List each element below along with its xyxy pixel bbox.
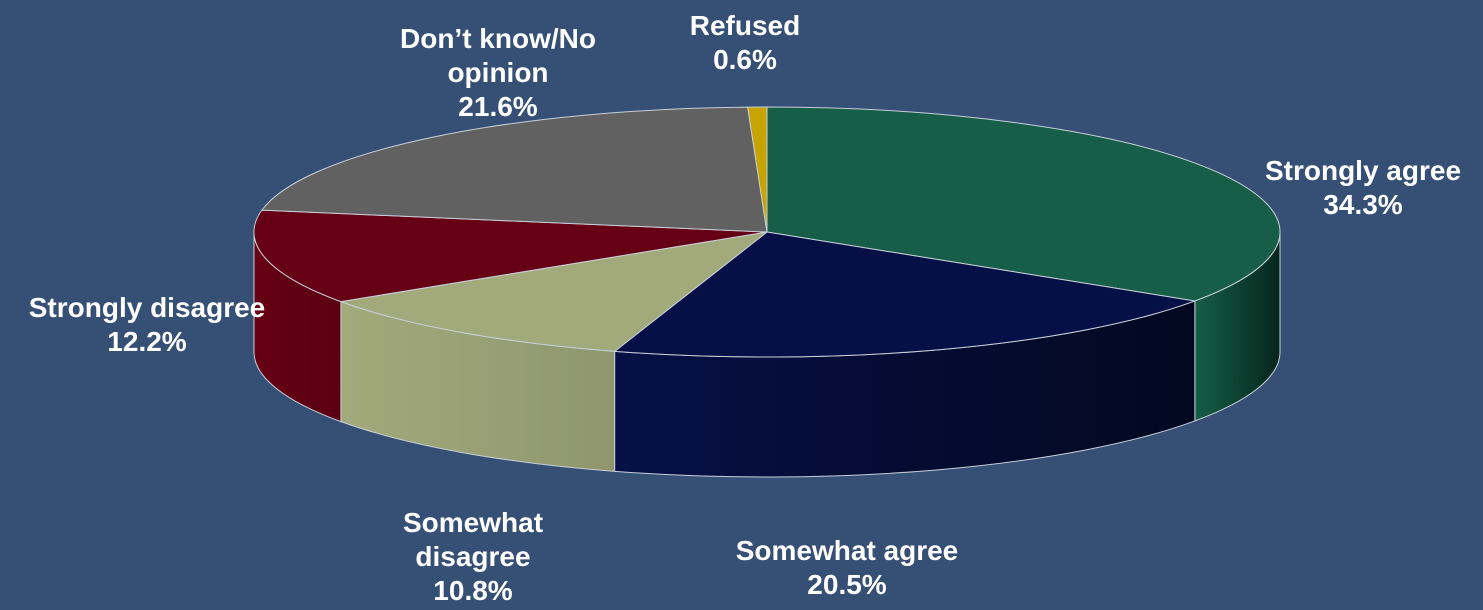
pie-slice-somewhat-disagree	[340, 231, 768, 352]
data-label-strongly-disagree: Strongly disagree 12.2%	[29, 292, 266, 357]
data-label-line: 21.6%	[458, 91, 537, 122]
data-label-line: 20.5%	[807, 569, 886, 600]
data-label-refused: Refused 0.6%	[690, 10, 800, 75]
data-label-line: Somewhat	[403, 507, 543, 538]
pie-slice-strongly-disagree	[253, 209, 768, 303]
data-label-line: Strongly disagree	[29, 292, 266, 323]
data-label-line: disagree	[415, 541, 530, 572]
data-label-line: 34.3%	[1323, 189, 1402, 220]
pie-slice-somewhat-agree	[614, 231, 1196, 358]
data-label-line: Don’t know/No	[400, 23, 596, 54]
data-label-line: Refused	[690, 10, 800, 41]
data-label-don-t-know-no-opinion: Don’t know/No opinion 21.6%	[400, 23, 596, 122]
data-label-line: 12.2%	[107, 326, 186, 357]
data-label-somewhat-agree: Somewhat agree 20.5%	[736, 535, 959, 600]
pie-slice-don-t-know-no-opinion	[261, 106, 768, 233]
data-label-line: Strongly agree	[1265, 155, 1461, 186]
pie-slice-refused	[747, 106, 768, 233]
data-label-somewhat-disagree: Somewhat disagree 10.8%	[403, 507, 543, 606]
data-label-line: Somewhat agree	[736, 535, 959, 566]
data-label-line: 0.6%	[713, 44, 777, 75]
data-label-strongly-agree: Strongly agree 34.3%	[1265, 155, 1461, 220]
data-label-line: 10.8%	[433, 575, 512, 606]
data-label-line: opinion	[447, 57, 548, 88]
